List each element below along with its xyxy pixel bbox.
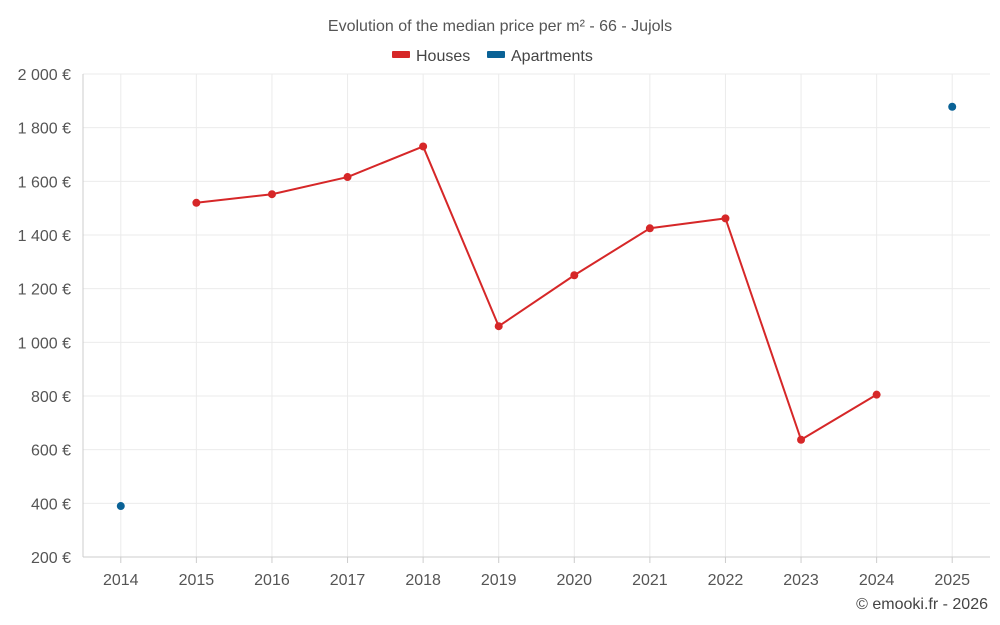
data-point-houses-2019[interactable]	[494, 322, 503, 331]
x-tick-label: 2024	[859, 572, 895, 589]
y-tick-label: 400 €	[31, 496, 71, 513]
y-tick-label: 1 000 €	[18, 335, 71, 352]
data-point-houses-2016[interactable]	[267, 190, 276, 199]
legend-swatch-apartments	[487, 51, 505, 58]
legend: Houses Apartments	[392, 48, 593, 65]
grid	[83, 73, 990, 557]
chart-title: Evolution of the median price per m² - 6…	[328, 18, 672, 35]
y-tick-label: 1 200 €	[18, 282, 71, 299]
data-point-houses-2018[interactable]	[419, 142, 428, 151]
series-apartments	[116, 102, 957, 511]
data-point-houses-2022[interactable]	[721, 214, 730, 223]
legend-label-apartments: Apartments	[511, 48, 593, 65]
y-tick-label: 1 600 €	[18, 174, 71, 191]
legend-label-houses: Houses	[416, 48, 470, 65]
data-point-houses-2024[interactable]	[872, 390, 881, 399]
y-tick-label: 800 €	[31, 389, 71, 406]
y-axis: 2 000 € 1 800 € 1 600 € 1 400 € 1 200 € 1 000…	[18, 67, 84, 567]
data-point-houses-2021[interactable]	[645, 224, 654, 233]
series-houses	[192, 142, 881, 444]
y-tick-label: 600 €	[31, 443, 71, 460]
x-tick-label: 2025	[934, 572, 970, 589]
data-point-apartments-2025[interactable]	[948, 102, 957, 111]
y-tick-label: 1 400 €	[18, 228, 71, 245]
x-tick-label: 2016	[254, 572, 290, 589]
legend-item-houses[interactable]: Houses	[392, 48, 470, 65]
series-line-houses	[196, 145, 878, 441]
credit-text: © emooki.fr - 2026	[856, 596, 988, 613]
x-tick-label: 2021	[632, 572, 668, 589]
y-tick-label: 2 000 €	[18, 67, 71, 84]
x-tick-label: 2014	[103, 572, 139, 589]
data-point-houses-2020[interactable]	[570, 271, 579, 280]
y-tick-label: 1 800 €	[18, 121, 71, 138]
data-point-houses-2023[interactable]	[797, 435, 806, 444]
data-point-houses-2015[interactable]	[192, 198, 201, 207]
x-tick-label: 2018	[405, 572, 441, 589]
data-point-houses-2017[interactable]	[343, 173, 352, 182]
data-point-apartments-2014[interactable]	[116, 502, 125, 511]
series	[116, 102, 957, 511]
x-tick-label: 2017	[330, 572, 366, 589]
x-tick-label: 2023	[783, 572, 819, 589]
x-tick-label: 2020	[556, 572, 592, 589]
x-axis: 2014 2015 2016 2017 2018 2019 2020 2021 2022 2023…	[83, 556, 990, 589]
legend-item-apartments[interactable]: Apartments	[487, 48, 593, 65]
x-tick-label: 2015	[179, 572, 215, 589]
y-tick-label: 200 €	[31, 550, 71, 567]
x-tick-label: 2022	[708, 572, 744, 589]
legend-swatch-houses	[392, 51, 410, 58]
x-tick-label: 2019	[481, 572, 517, 589]
